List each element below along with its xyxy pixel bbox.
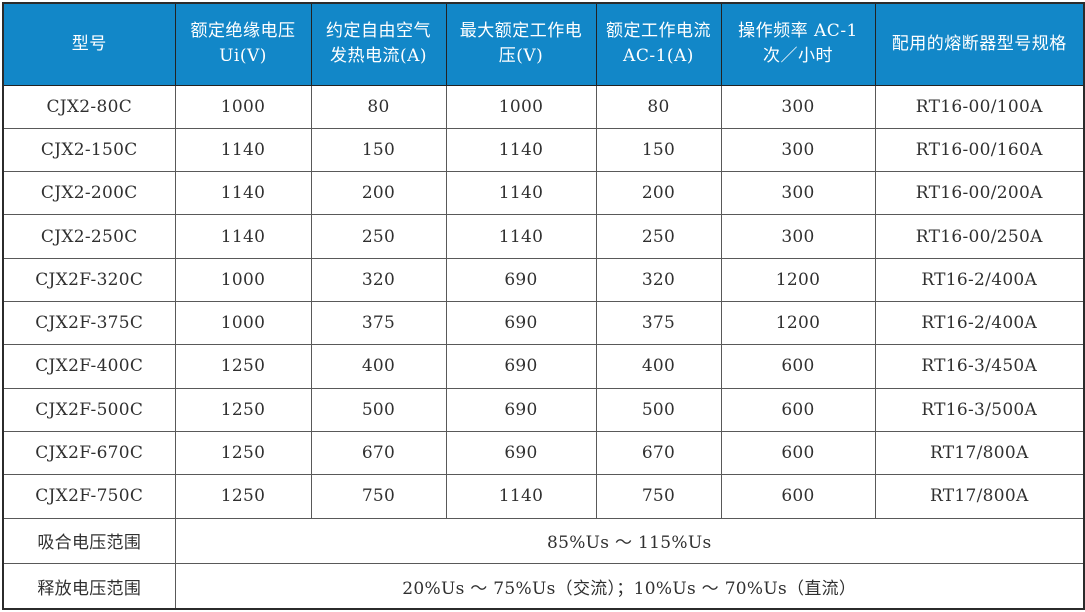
- value-cell: 80: [595, 84, 722, 129]
- value-cell: RT17/800A: [874, 430, 1085, 476]
- header-max-rated-operational-voltage: 最大额定工作电压(V): [445, 2, 597, 86]
- model-cell: CJX2F-375C: [2, 300, 176, 346]
- value-cell: 80: [310, 84, 447, 129]
- table-row: CJX2F-320C 1000 320 690 320 1200 RT16-2/400A: [2, 257, 1085, 302]
- model-cell: CJX2F-400C: [2, 344, 176, 389]
- value-cell: 300: [720, 127, 876, 173]
- value-cell: 670: [595, 430, 722, 476]
- pickup-voltage-value: 85%Us ～ 115%Us: [174, 517, 1085, 565]
- value-cell: 690: [445, 430, 597, 476]
- release-voltage-value: 20%Us ～ 75%Us（交流）；10%Us ～ 70%Us（直流）: [174, 563, 1085, 610]
- value-cell: 1140: [174, 171, 312, 216]
- table-row: CJX2-250C 1140 250 1140 250 300 RT16-00/250A: [2, 214, 1085, 259]
- value-cell: 600: [720, 387, 876, 432]
- value-cell: 200: [310, 171, 447, 216]
- model-cell: CJX2-80C: [2, 84, 176, 129]
- value-cell: 250: [310, 214, 447, 259]
- value-cell: 200: [595, 171, 722, 216]
- value-cell: 1200: [720, 257, 876, 302]
- value-cell: 600: [720, 344, 876, 389]
- value-cell: 690: [445, 257, 597, 302]
- value-cell: 1250: [174, 430, 312, 476]
- value-cell: 600: [720, 474, 876, 519]
- value-cell: 750: [310, 474, 447, 519]
- table-row: CJX2F-375C 1000 375 690 375 1200 RT16-2/400A: [2, 300, 1085, 346]
- value-cell: RT16-00/100A: [874, 84, 1085, 129]
- value-cell: RT16-00/250A: [874, 214, 1085, 259]
- value-cell: 500: [310, 387, 447, 432]
- value-cell: 320: [595, 257, 722, 302]
- value-cell: RT16-3/450A: [874, 344, 1085, 389]
- value-cell: RT16-00/160A: [874, 127, 1085, 173]
- model-cell: CJX2F-670C: [2, 430, 176, 476]
- value-cell: RT16-2/400A: [874, 300, 1085, 346]
- table-row: CJX2-150C 1140 150 1140 150 300 RT16-00/160A: [2, 127, 1085, 173]
- value-cell: RT16-3/500A: [874, 387, 1085, 432]
- value-cell: 690: [445, 344, 597, 389]
- value-cell: 1200: [720, 300, 876, 346]
- header-row: 型号 额定绝缘电压 Ui(V) 约定自由空气发热电流(A) 最大额定工作电压(V…: [2, 2, 1085, 86]
- value-cell: 375: [595, 300, 722, 346]
- value-cell: 1140: [174, 127, 312, 173]
- model-cell: CJX2F-500C: [2, 387, 176, 432]
- value-cell: 150: [310, 127, 447, 173]
- header-conventional-free-air-thermal-current: 约定自由空气发热电流(A): [310, 2, 447, 86]
- value-cell: 1000: [174, 84, 312, 129]
- value-cell: 690: [445, 387, 597, 432]
- table-row: CJX2F-670C 1250 670 690 670 600 RT17/800A: [2, 430, 1085, 476]
- pickup-voltage-row: 吸合电压范围 85%Us ～ 115%Us: [2, 517, 1085, 565]
- table-footer: 吸合电压范围 85%Us ～ 115%Us 释放电压范围 20%Us ～ 75%…: [2, 517, 1085, 610]
- release-voltage-label: 释放电压范围: [2, 563, 176, 610]
- value-cell: RT16-00/200A: [874, 171, 1085, 216]
- release-voltage-row: 释放电压范围 20%Us ～ 75%Us（交流）；10%Us ～ 70%Us（直…: [2, 563, 1085, 610]
- value-cell: 1000: [174, 300, 312, 346]
- table-header: 型号 额定绝缘电压 Ui(V) 约定自由空气发热电流(A) 最大额定工作电压(V…: [2, 2, 1085, 86]
- pickup-voltage-label: 吸合电压范围: [2, 517, 176, 565]
- value-cell: 1140: [445, 214, 597, 259]
- table-row: CJX2-80C 1000 80 1000 80 300 RT16-00/100A: [2, 84, 1085, 129]
- model-cell: CJX2-250C: [2, 214, 176, 259]
- value-cell: 320: [310, 257, 447, 302]
- value-cell: RT17/800A: [874, 474, 1085, 519]
- header-operating-frequency: 操作频率 AC-1 次／小时: [720, 2, 876, 86]
- header-rated-operational-current: 额定工作电流 AC-1(A): [595, 2, 722, 86]
- header-rated-insulation-voltage: 额定绝缘电压 Ui(V): [174, 2, 312, 86]
- model-cell: CJX2-200C: [2, 171, 176, 216]
- table-row: CJX2-200C 1140 200 1140 200 300 RT16-00/200A: [2, 171, 1085, 216]
- value-cell: 400: [310, 344, 447, 389]
- table-row: CJX2F-750C 1250 750 1140 750 600 RT17/800A: [2, 474, 1085, 519]
- value-cell: 1140: [445, 171, 597, 216]
- value-cell: 300: [720, 171, 876, 216]
- table-row: CJX2F-400C 1250 400 690 400 600 RT16-3/450A: [2, 344, 1085, 389]
- table-body: CJX2-80C 1000 80 1000 80 300 RT16-00/100A CJX2-…: [2, 84, 1085, 519]
- value-cell: 1000: [445, 84, 597, 129]
- model-cell: CJX2F-750C: [2, 474, 176, 519]
- value-cell: 400: [595, 344, 722, 389]
- value-cell: 1140: [445, 127, 597, 173]
- value-cell: 500: [595, 387, 722, 432]
- value-cell: 375: [310, 300, 447, 346]
- value-cell: 300: [720, 214, 876, 259]
- model-cell: CJX2-150C: [2, 127, 176, 173]
- model-cell: CJX2F-320C: [2, 257, 176, 302]
- value-cell: 1140: [174, 214, 312, 259]
- value-cell: 300: [720, 84, 876, 129]
- value-cell: 1250: [174, 474, 312, 519]
- value-cell: 150: [595, 127, 722, 173]
- value-cell: 600: [720, 430, 876, 476]
- value-cell: 1250: [174, 387, 312, 432]
- value-cell: 1250: [174, 344, 312, 389]
- value-cell: 690: [445, 300, 597, 346]
- value-cell: 1140: [445, 474, 597, 519]
- value-cell: 250: [595, 214, 722, 259]
- header-matching-fuse-model: 配用的熔断器型号规格: [874, 2, 1085, 86]
- header-model: 型号: [2, 2, 176, 86]
- value-cell: 750: [595, 474, 722, 519]
- table-row: CJX2F-500C 1250 500 690 500 600 RT16-3/500A: [2, 387, 1085, 432]
- value-cell: RT16-2/400A: [874, 257, 1085, 302]
- value-cell: 670: [310, 430, 447, 476]
- value-cell: 1000: [174, 257, 312, 302]
